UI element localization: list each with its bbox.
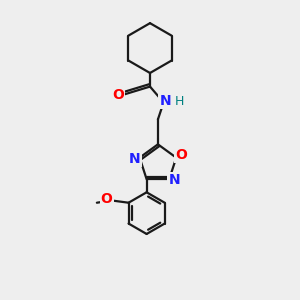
Text: N: N <box>168 173 180 187</box>
Text: O: O <box>112 88 124 101</box>
Text: H: H <box>174 95 184 108</box>
Text: O: O <box>101 192 112 206</box>
Text: O: O <box>175 148 187 162</box>
Text: N: N <box>129 152 140 166</box>
Text: N: N <box>160 94 171 108</box>
